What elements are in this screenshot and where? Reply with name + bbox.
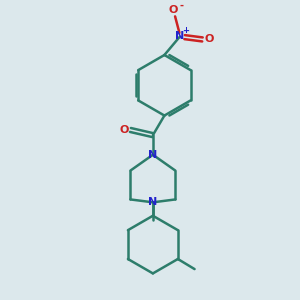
Text: +: + — [182, 26, 189, 35]
Text: O: O — [119, 125, 129, 135]
Text: N: N — [175, 31, 184, 41]
Text: O: O — [204, 34, 214, 44]
Text: O: O — [169, 5, 178, 15]
Text: -: - — [179, 0, 183, 11]
Text: N: N — [148, 197, 158, 207]
Text: N: N — [148, 150, 158, 160]
